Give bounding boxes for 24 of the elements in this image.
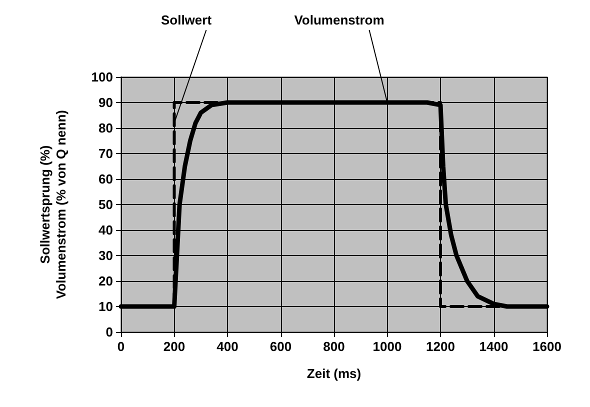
y-tick-label: 70: [98, 146, 113, 161]
x-tick-label: 200: [163, 339, 186, 354]
y-tick-label: 40: [98, 222, 113, 238]
y-axis-title: Sollwertsprung (%) Volumenstrom (% von Q nenn): [38, 110, 68, 299]
x-axis-title: Zeit (ms): [306, 366, 362, 381]
x-tick-label: 800: [323, 339, 345, 354]
x-tick-label: 1400: [479, 339, 508, 354]
y-tick-label: 30: [98, 248, 113, 263]
y-tick-label: 20: [98, 274, 113, 288]
x-tick-label: 1600: [532, 339, 562, 354]
y-tick-label: 80: [98, 120, 113, 136]
x-tick-label: 400: [216, 339, 238, 354]
x-tick-label: 600: [270, 339, 292, 354]
x-tick-label: 1000: [372, 339, 402, 354]
y-tick-label: 0: [106, 324, 113, 340]
text: Sollwert: [160, 12, 212, 28]
y-tick-label: 10: [98, 299, 113, 314]
x-tick-label: 0: [117, 339, 125, 354]
y-tick-label: 90: [98, 95, 113, 110]
y-tick-label: 100: [91, 70, 113, 84]
text: Volumenstrom: [294, 12, 384, 28]
x-tick-label: 1200: [426, 339, 455, 354]
y-tick-label: 60: [98, 172, 113, 186]
y-tick-label: 50: [98, 197, 113, 212]
